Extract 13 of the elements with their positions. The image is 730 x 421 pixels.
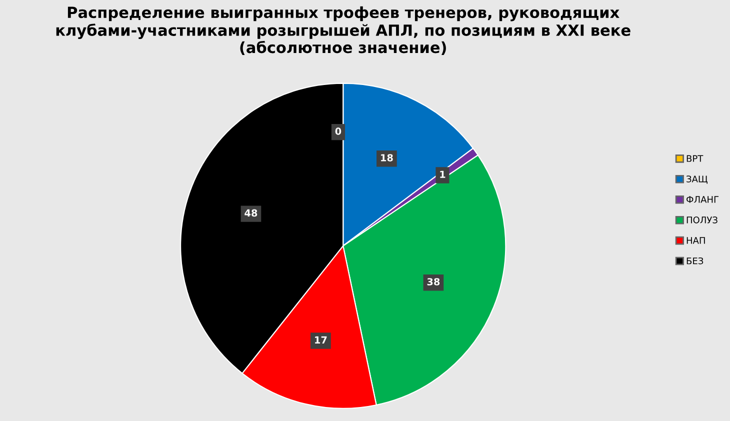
legend-label: ЗАЩ — [686, 176, 708, 184]
data-label: 17 — [315, 336, 327, 344]
legend-label: ВРТ — [686, 155, 704, 162]
text: 0 — [335, 128, 342, 135]
data-label: 48 — [244, 209, 258, 217]
data-label: 1 — [440, 170, 446, 178]
legend-label: БЕЗ — [686, 257, 704, 264]
chart-title: Распределение выигранных трофеев тренеров, руководящих клубами-участниками розыгрышей АПЛ, по позициям в XXI веке (абсолютное значение) — [56, 6, 630, 55]
legend-label: ПОЛУЗ — [686, 216, 718, 224]
data-label: 38 — [427, 278, 440, 286]
legend-label: НАП — [686, 237, 705, 244]
legend-label: ФЛАНГ — [686, 196, 719, 203]
data-label: 18 — [381, 154, 393, 162]
